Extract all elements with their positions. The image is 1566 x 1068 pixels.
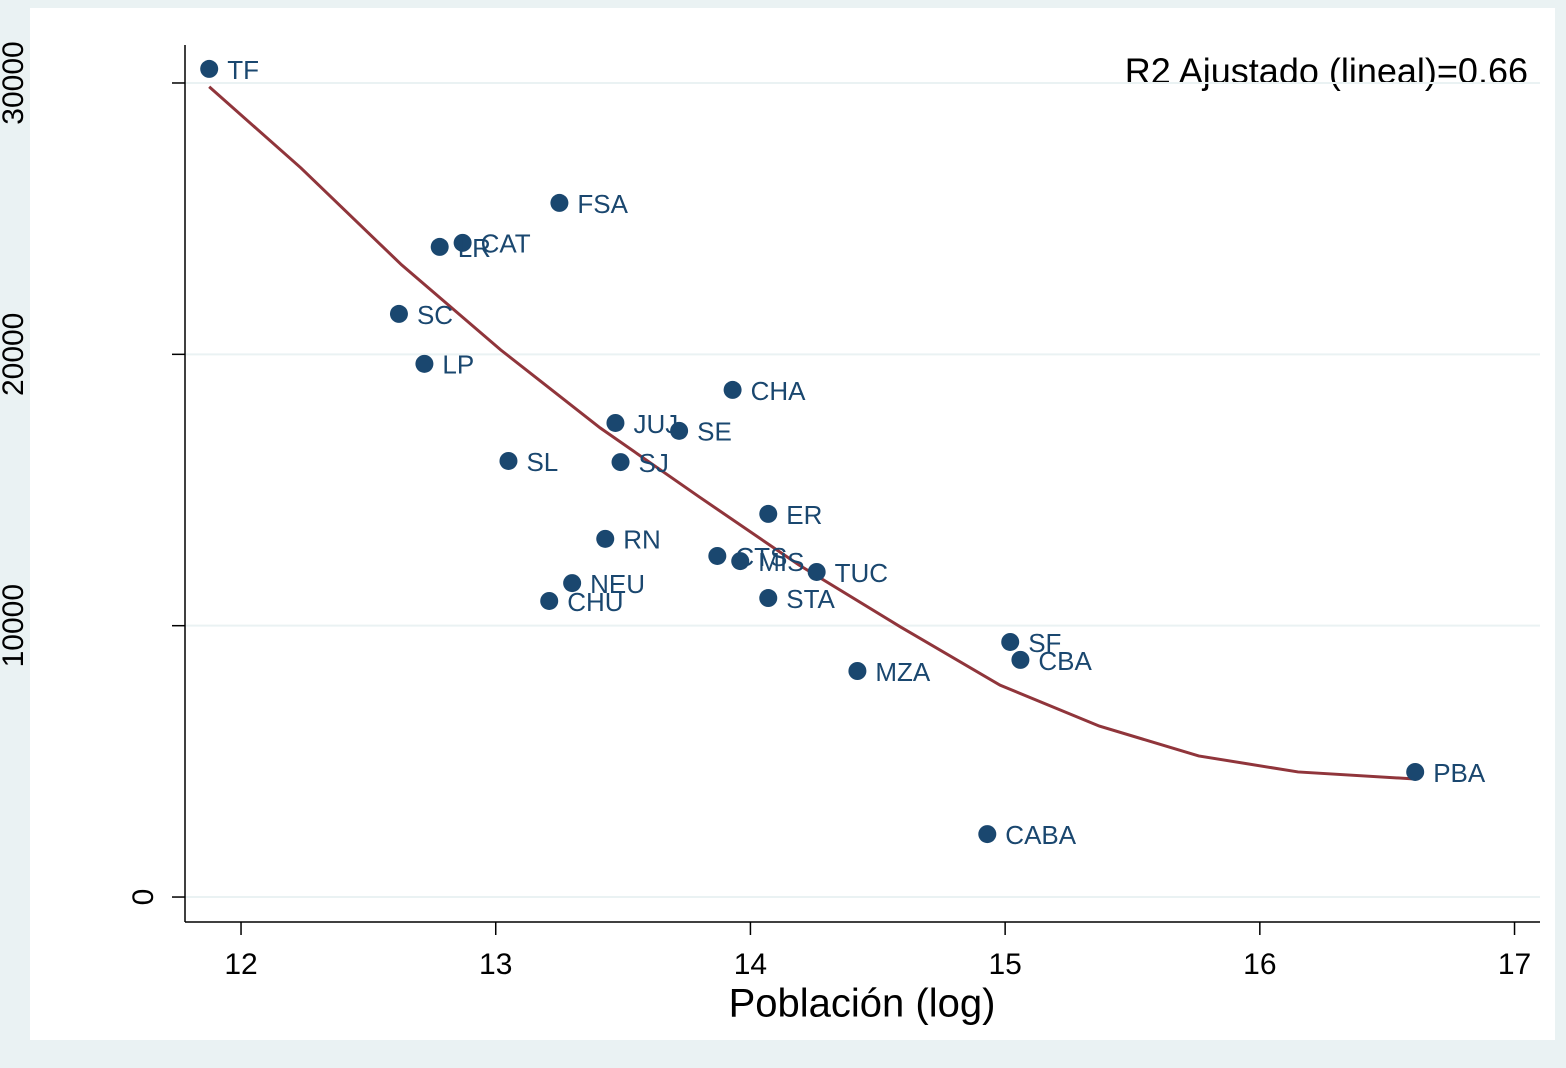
- point: [430, 237, 449, 256]
- point: [499, 451, 518, 470]
- point: [759, 589, 778, 608]
- point: [670, 421, 689, 440]
- point: [1011, 650, 1030, 669]
- point-label: SE: [697, 417, 732, 447]
- point-label: TUC: [835, 558, 888, 588]
- point-label: ER: [786, 500, 822, 530]
- y-tick-label: 20000: [0, 313, 30, 396]
- x-axis-label: Población (log): [729, 982, 996, 1026]
- x-tick-label: 16: [1243, 948, 1276, 981]
- x-tick-label: 17: [1498, 948, 1531, 981]
- x-tick-label: 12: [224, 948, 257, 981]
- point: [200, 59, 219, 78]
- annotation: R2 Ajustado (lineal)=0.66: [1125, 51, 1528, 92]
- point-label: LP: [442, 350, 474, 380]
- point-label: SL: [526, 447, 558, 477]
- point-label: PBA: [1433, 758, 1486, 788]
- point-label: SJ: [639, 448, 669, 478]
- point: [1406, 762, 1425, 781]
- point-label: MZA: [875, 657, 931, 687]
- point: [389, 304, 408, 323]
- point-label: NEU: [590, 569, 645, 599]
- y-tick-label: 10000: [0, 584, 30, 667]
- point: [415, 354, 434, 373]
- point: [550, 193, 569, 212]
- point-label: LR: [458, 233, 491, 263]
- point: [453, 233, 472, 252]
- point-label: TF: [227, 55, 259, 85]
- point: [978, 825, 997, 844]
- point-label: STA: [786, 584, 835, 614]
- point-label: MIS: [758, 547, 804, 577]
- point: [1001, 632, 1020, 651]
- x-tick-label: 13: [479, 948, 512, 981]
- point: [807, 562, 826, 581]
- point: [848, 662, 867, 681]
- point: [540, 591, 559, 610]
- point-label: CAT: [481, 229, 531, 259]
- point: [611, 453, 630, 472]
- point: [563, 574, 582, 593]
- point: [723, 380, 742, 399]
- point-label: CABA: [1005, 820, 1076, 850]
- point-label: CBA: [1038, 646, 1092, 676]
- x-tick-label: 15: [988, 948, 1021, 981]
- point-label: FSA: [577, 189, 628, 219]
- point: [606, 413, 625, 432]
- plot-background: [30, 8, 1555, 1040]
- point-label: CHU: [567, 587, 623, 617]
- y-tick-label: 30000: [0, 41, 30, 124]
- x-tick-label: 14: [734, 948, 767, 981]
- point: [759, 504, 778, 523]
- point: [708, 546, 727, 565]
- point: [731, 552, 750, 571]
- point: [596, 529, 615, 548]
- point-label: SC: [417, 300, 453, 330]
- y-tick-label: 0: [127, 889, 160, 906]
- point-label: SF: [1028, 628, 1061, 658]
- point-label: RN: [623, 525, 661, 555]
- fit-line: [208, 85, 1416, 781]
- point-label: CHA: [751, 376, 807, 406]
